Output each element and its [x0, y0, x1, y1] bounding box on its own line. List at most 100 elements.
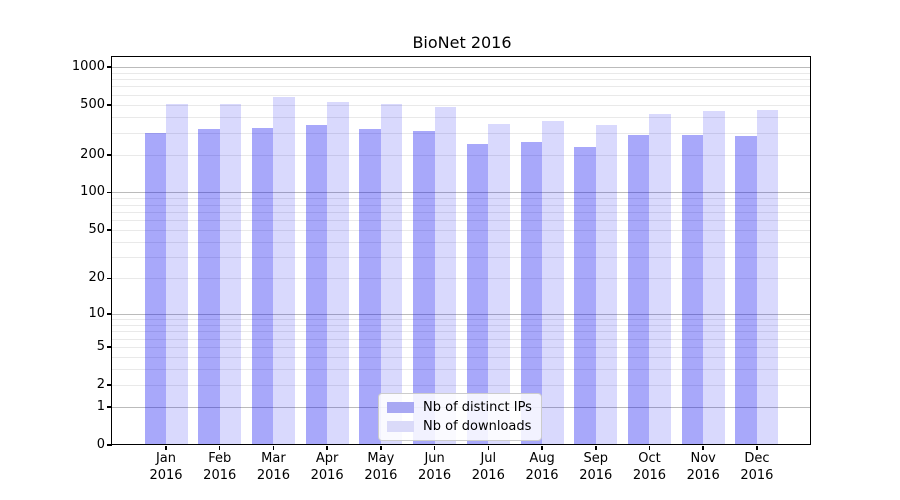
gridline-minor — [112, 257, 811, 259]
x-tick-label: Nov 2016 — [673, 450, 733, 484]
y-tick-label: 100 — [80, 184, 105, 200]
x-tick-label: Mar 2016 — [243, 450, 303, 484]
x-tick-month: Aug — [529, 451, 555, 466]
gridline-minor — [112, 384, 811, 386]
x-tick-label: Jan 2016 — [136, 450, 196, 484]
gridline-major — [112, 313, 811, 315]
x-tick-mark — [380, 446, 382, 450]
legend: Nb of distinct IPs Nb of downloads — [378, 393, 542, 441]
x-tick-year: 2016 — [471, 468, 505, 483]
x-tick-year: 2016 — [418, 468, 452, 483]
x-tick-year: 2016 — [203, 468, 237, 483]
bar-downloads — [649, 114, 671, 445]
x-tick-month: Oct — [638, 451, 661, 466]
plot-area — [112, 57, 811, 445]
gridline-minor — [112, 132, 811, 134]
y-tick-mark — [107, 406, 112, 408]
y-tick-label: 50 — [88, 221, 105, 237]
legend-swatch-downloads — [387, 421, 414, 432]
x-tick-mark — [702, 446, 704, 450]
bar-distinct-ips — [466, 143, 489, 445]
x-tick-mark — [648, 446, 651, 450]
legend-entry-distinct-ips: Nb of distinct IPs — [387, 400, 532, 415]
x-tick-label: Jul 2016 — [458, 450, 518, 484]
gridline-minor — [112, 198, 811, 200]
bar-downloads — [273, 96, 295, 445]
x-tick-month: Jun — [424, 451, 445, 466]
x-tick-month: Sep — [583, 451, 608, 466]
bar-distinct-ips — [413, 130, 435, 445]
x-tick-mark — [541, 446, 543, 450]
y-tick-mark — [107, 277, 112, 280]
y-tick-label: 200 — [80, 146, 105, 162]
y-tick-label: 20 — [88, 270, 105, 286]
x-tick-month: Jul — [480, 451, 497, 466]
bar-distinct-ips — [627, 134, 650, 445]
y-tick-mark — [107, 66, 112, 68]
gridline-minor — [112, 104, 811, 106]
gridline-minor — [112, 278, 811, 280]
x-tick-label: Oct 2016 — [619, 450, 679, 484]
bar-downloads — [219, 103, 242, 445]
gridline-minor — [112, 220, 811, 222]
gridline-minor — [112, 72, 811, 74]
x-tick-mark — [326, 446, 328, 450]
gridline-minor — [112, 356, 811, 358]
x-tick-mark — [487, 446, 490, 450]
x-tick-mark — [218, 446, 221, 450]
gridline-minor — [112, 79, 811, 81]
bar-distinct-ips — [305, 125, 328, 445]
gridline-minor — [112, 154, 811, 156]
bar-distinct-ips — [735, 135, 757, 445]
x-tick-label: Jun 2016 — [405, 450, 465, 484]
x-tick-label: Apr 2016 — [297, 450, 357, 484]
x-tick-year: 2016 — [256, 468, 290, 483]
x-tick-year: 2016 — [525, 468, 559, 483]
x-tick-label: Dec 2016 — [727, 450, 787, 484]
bar-downloads — [380, 104, 403, 445]
x-tick-month: Apr — [315, 451, 339, 466]
bar-downloads — [166, 104, 188, 445]
bar-distinct-ips — [198, 129, 220, 445]
x-tick-year: 2016 — [632, 468, 667, 483]
x-tick-mark — [433, 446, 436, 450]
chart-title: BioNet 2016 — [412, 33, 512, 52]
y-tick-mark — [107, 104, 112, 106]
legend-swatch-distinct-ips — [387, 402, 414, 413]
gridline-minor — [112, 211, 811, 213]
gridline-minor — [112, 331, 811, 333]
gridline-minor — [112, 241, 811, 243]
legend-entry-downloads: Nb of downloads — [387, 419, 532, 434]
gridline-minor — [112, 346, 811, 348]
gridline-minor — [112, 86, 811, 88]
y-tick-mark — [107, 346, 112, 348]
gridline-minor — [112, 204, 811, 206]
y-tick-label: 2 — [96, 376, 105, 392]
bar-downloads — [595, 125, 618, 445]
bar-downloads — [488, 123, 510, 445]
x-tick-year: 2016 — [149, 468, 183, 483]
x-tick-mark — [272, 446, 275, 450]
gridline-major — [112, 192, 811, 194]
bar-distinct-ips — [520, 141, 543, 445]
x-tick-year: 2016 — [740, 468, 774, 483]
x-tick-mark — [595, 446, 597, 450]
x-tick-month: Feb — [208, 451, 232, 466]
x-tick-year: 2016 — [364, 468, 398, 483]
legend-label-downloads: Nb of downloads — [423, 419, 532, 434]
bar-distinct-ips — [251, 127, 274, 445]
legend-label-distinct-ips: Nb of distinct IPs — [423, 400, 532, 415]
y-tick-label: 10 — [88, 305, 105, 321]
x-tick-mark — [756, 446, 758, 450]
bar-downloads — [434, 107, 457, 445]
x-tick-label: May 2016 — [351, 450, 411, 484]
bar-distinct-ips — [144, 132, 166, 445]
x-tick-label: Feb 2016 — [190, 450, 250, 484]
bar-downloads — [703, 111, 725, 445]
y-tick-label: 0 — [96, 437, 105, 452]
bar-distinct-ips — [681, 134, 704, 445]
gridline-minor — [112, 94, 811, 96]
y-tick-mark — [107, 154, 112, 156]
x-tick-month: May — [367, 451, 395, 466]
